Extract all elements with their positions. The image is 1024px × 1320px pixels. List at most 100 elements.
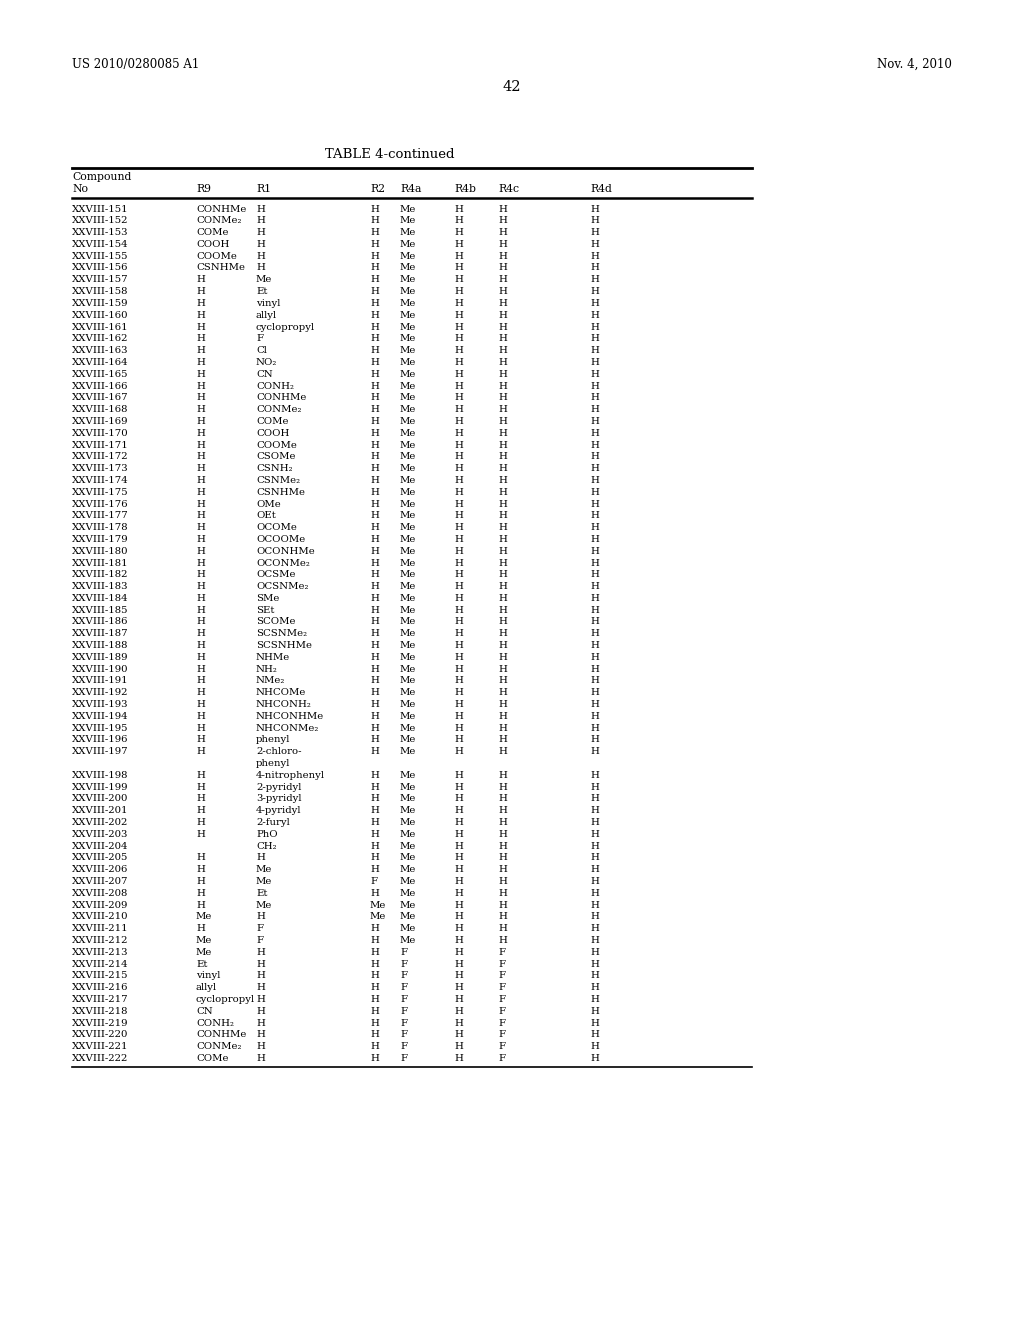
Text: H: H [196, 288, 205, 296]
Text: Me: Me [400, 370, 417, 379]
Text: XXVIII-204: XXVIII-204 [72, 842, 128, 850]
Text: H: H [498, 298, 507, 308]
Text: H: H [370, 310, 379, 319]
Text: H: H [454, 499, 463, 508]
Text: H: H [454, 1031, 463, 1039]
Text: XXVIII-160: XXVIII-160 [72, 310, 128, 319]
Text: F: F [400, 1031, 407, 1039]
Text: H: H [498, 594, 507, 603]
Text: Me: Me [400, 854, 417, 862]
Text: H: H [454, 960, 463, 969]
Text: Nov. 4, 2010: Nov. 4, 2010 [878, 58, 952, 71]
Text: Me: Me [400, 298, 417, 308]
Text: H: H [498, 618, 507, 627]
Text: Me: Me [196, 948, 212, 957]
Text: H: H [454, 417, 463, 426]
Text: H: H [590, 854, 599, 862]
Text: F: F [498, 983, 505, 993]
Text: Me: Me [400, 711, 417, 721]
Text: H: H [196, 523, 205, 532]
Text: F: F [400, 972, 407, 981]
Text: H: H [454, 370, 463, 379]
Text: H: H [256, 1043, 265, 1051]
Text: H: H [256, 948, 265, 957]
Text: NHCOMe: NHCOMe [256, 688, 306, 697]
Text: H: H [454, 854, 463, 862]
Text: Me: Me [400, 252, 417, 261]
Text: Me: Me [400, 228, 417, 238]
Text: H: H [454, 205, 463, 214]
Text: NHCONMe₂: NHCONMe₂ [256, 723, 319, 733]
Text: Me: Me [400, 723, 417, 733]
Text: H: H [498, 688, 507, 697]
Text: H: H [590, 334, 599, 343]
Text: OCONMe₂: OCONMe₂ [256, 558, 310, 568]
Text: H: H [454, 936, 463, 945]
Text: Me: Me [400, 441, 417, 450]
Text: XXVIII-179: XXVIII-179 [72, 535, 129, 544]
Text: H: H [590, 960, 599, 969]
Text: Me: Me [400, 795, 417, 804]
Text: H: H [454, 276, 463, 284]
Text: XXVIII-172: XXVIII-172 [72, 453, 129, 461]
Text: H: H [196, 830, 205, 840]
Text: H: H [454, 723, 463, 733]
Text: Me: Me [400, 630, 417, 639]
Text: H: H [498, 642, 507, 649]
Text: Me: Me [400, 570, 417, 579]
Text: XXVIII-154: XXVIII-154 [72, 240, 129, 249]
Text: XXVIII-192: XXVIII-192 [72, 688, 128, 697]
Text: Me: Me [400, 888, 417, 898]
Text: Cl: Cl [256, 346, 267, 355]
Text: H: H [590, 642, 599, 649]
Text: XXVIII-218: XXVIII-218 [72, 1007, 128, 1016]
Text: H: H [370, 995, 379, 1005]
Text: H: H [196, 441, 205, 450]
Text: H: H [590, 240, 599, 249]
Text: 2-furyl: 2-furyl [256, 818, 290, 828]
Text: H: H [370, 606, 379, 615]
Text: XXVIII-161: XXVIII-161 [72, 322, 129, 331]
Text: Et: Et [196, 960, 208, 969]
Text: XXVIII-182: XXVIII-182 [72, 570, 128, 579]
Text: H: H [590, 653, 599, 661]
Text: H: H [454, 216, 463, 226]
Text: Me: Me [400, 842, 417, 850]
Text: Me: Me [400, 688, 417, 697]
Text: H: H [590, 405, 599, 414]
Text: Me: Me [400, 334, 417, 343]
Text: H: H [498, 381, 507, 391]
Text: Me: Me [400, 205, 417, 214]
Text: Me: Me [400, 523, 417, 532]
Text: H: H [454, 358, 463, 367]
Text: H: H [590, 807, 599, 816]
Text: XXVIII-171: XXVIII-171 [72, 441, 129, 450]
Text: H: H [498, 252, 507, 261]
Text: OCSNMe₂: OCSNMe₂ [256, 582, 308, 591]
Text: H: H [454, 830, 463, 840]
Text: H: H [590, 546, 599, 556]
Text: H: H [590, 771, 599, 780]
Text: H: H [196, 322, 205, 331]
Text: No: No [72, 183, 88, 194]
Text: H: H [498, 288, 507, 296]
Text: F: F [256, 936, 263, 945]
Text: XXVIII-199: XXVIII-199 [72, 783, 128, 792]
Text: H: H [454, 630, 463, 639]
Text: H: H [370, 546, 379, 556]
Text: H: H [590, 912, 599, 921]
Text: H: H [590, 322, 599, 331]
Text: H: H [454, 1007, 463, 1016]
Text: CONHMe: CONHMe [196, 1031, 247, 1039]
Text: F: F [370, 876, 377, 886]
Text: H: H [370, 818, 379, 828]
Text: XXVIII-195: XXVIII-195 [72, 723, 128, 733]
Text: Me: Me [400, 288, 417, 296]
Text: H: H [454, 264, 463, 272]
Text: H: H [196, 606, 205, 615]
Text: Me: Me [256, 866, 272, 874]
Text: XXVIII-205: XXVIII-205 [72, 854, 128, 862]
Text: Me: Me [400, 477, 417, 484]
Text: H: H [590, 558, 599, 568]
Text: XXVIII-219: XXVIII-219 [72, 1019, 128, 1028]
